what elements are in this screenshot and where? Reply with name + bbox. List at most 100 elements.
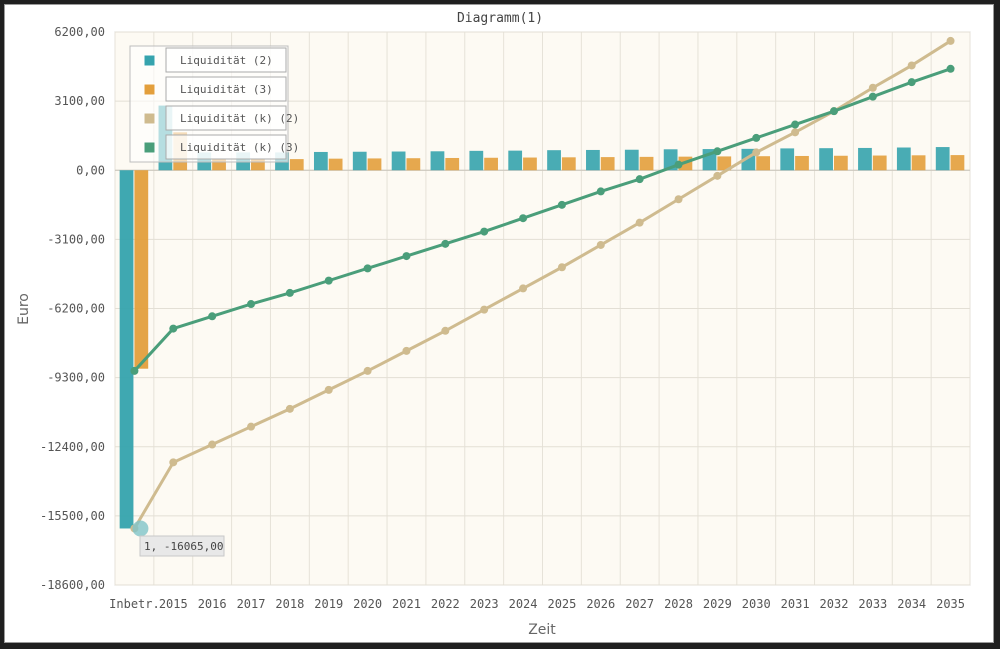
bar-liquidit-t-3-	[406, 158, 421, 171]
point-liquidit-t-k-3-	[247, 300, 256, 309]
x-tick-label: 2028	[664, 597, 693, 611]
point-liquidit-t-k-3-	[829, 107, 838, 116]
bar-liquidit-t-3-	[134, 170, 149, 369]
point-liquidit-t-k-2-	[169, 458, 178, 467]
bar-liquidit-t-3-	[289, 159, 304, 171]
x-tick-label: 2021	[392, 597, 421, 611]
legend-label: Liquidität (3)	[180, 83, 273, 96]
bar-liquidit-t-2-	[586, 149, 600, 171]
legend-entry-box	[165, 134, 287, 160]
x-axis-label: Zeit	[528, 622, 556, 638]
y-tick-label: -18600,00	[40, 578, 105, 592]
tooltip-text: 1, -16065,00	[144, 540, 223, 553]
point-liquidit-t-k-2-	[208, 440, 217, 449]
tooltip-box	[139, 535, 225, 557]
x-tick-label: 2022	[431, 597, 460, 611]
bar-liquidit-t-2-	[547, 150, 561, 171]
x-tick-label: 2023	[470, 597, 499, 611]
bar-liquidit-t-2-	[119, 170, 134, 529]
legend-entry-box	[165, 105, 287, 131]
x-tick-label: 2025	[547, 597, 576, 611]
point-liquidit-t-k-2-	[480, 305, 489, 314]
bar-liquidit-t-3-	[717, 156, 732, 171]
bar-liquidit-t-3-	[445, 157, 460, 171]
x-tick-label: 2034	[897, 597, 926, 611]
bar-liquidit-t-3-	[911, 155, 926, 171]
bar-liquidit-t-3-	[756, 156, 771, 171]
point-liquidit-t-k-2-	[596, 240, 605, 249]
x-tick-label: 2015	[159, 597, 188, 611]
bar-liquidit-t-3-	[484, 157, 498, 171]
bar-liquidit-t-2-	[819, 148, 833, 171]
point-liquidit-t-k-3-	[285, 288, 294, 297]
point-liquidit-t-k-2-	[752, 148, 761, 157]
legend-label: Liquidität (k) (2)	[180, 112, 299, 125]
point-liquidit-t-k-3-	[946, 64, 955, 73]
bar-liquidit-t-3-	[600, 157, 615, 171]
bar-liquidit-t-2-	[508, 150, 523, 171]
point-liquidit-t-k-3-	[907, 78, 916, 87]
highlight-point	[132, 520, 149, 537]
point-liquidit-t-k-2-	[285, 404, 294, 413]
bar-liquidit-t-2-	[430, 151, 445, 171]
point-liquidit-t-k-2-	[791, 128, 800, 137]
bar-liquidit-t-2-	[858, 147, 872, 171]
point-liquidit-t-k-2-	[247, 422, 256, 431]
x-tick-label: 2024	[509, 597, 538, 611]
x-tick-label: 2016	[198, 597, 227, 611]
point-liquidit-t-k-3-	[752, 133, 761, 142]
point-liquidit-t-k-3-	[130, 366, 139, 375]
x-tick-label: 2035	[936, 597, 965, 611]
bar-liquidit-t-3-	[833, 155, 848, 171]
y-tick-label: -12400,00	[40, 440, 105, 454]
line-liquidit-t-k-2-	[133, 39, 952, 530]
x-tick-label: 2019	[314, 597, 343, 611]
chart-title: Diagramm(1)	[457, 11, 543, 26]
legend-entry-box	[165, 47, 287, 73]
legend-swatch	[143, 141, 156, 154]
bar-liquidit-t-2-	[780, 148, 795, 171]
point-liquidit-t-k-3-	[635, 175, 644, 184]
bar-liquidit-t-2-	[352, 151, 367, 171]
point-liquidit-t-k-2-	[441, 326, 450, 335]
point-liquidit-t-k-3-	[480, 227, 489, 236]
x-tick-label: 2017	[237, 597, 266, 611]
bar-liquidit-t-2-	[624, 149, 639, 171]
legend-swatch	[143, 83, 156, 96]
point-liquidit-t-k-3-	[402, 252, 411, 261]
point-liquidit-t-k-2-	[946, 36, 955, 45]
point-liquidit-t-k-2-	[907, 61, 916, 70]
x-tick-label: 2026	[586, 597, 615, 611]
point-liquidit-t-k-2-	[557, 263, 566, 272]
point-liquidit-t-k-2-	[519, 284, 528, 293]
point-liquidit-t-k-3-	[674, 160, 683, 169]
x-tick-label: 2031	[781, 597, 810, 611]
legend-entry-box	[165, 76, 287, 102]
y-tick-label: 0,00	[76, 163, 105, 177]
line-liquidit-t-k-3-	[133, 67, 952, 372]
bar-liquidit-t-3-	[328, 158, 343, 171]
y-tick-label: -6200,00	[47, 302, 105, 316]
point-liquidit-t-k-2-	[713, 171, 722, 180]
x-tick-label: 2029	[703, 597, 732, 611]
bar-liquidit-t-2-	[935, 147, 950, 171]
point-liquidit-t-k-2-	[868, 83, 877, 92]
bar-liquidit-t-2-	[896, 147, 911, 171]
legend-label: Liquidität (k) (3)	[180, 141, 299, 154]
y-axis-label: Euro	[16, 293, 32, 325]
bar-liquidit-t-2-	[391, 151, 406, 171]
legend-swatch	[143, 54, 156, 67]
point-liquidit-t-k-2-	[402, 346, 411, 355]
bar-liquidit-t-2-	[313, 151, 328, 171]
point-liquidit-t-k-3-	[868, 92, 877, 101]
bar-liquidit-t-3-	[212, 159, 226, 171]
legend-swatch	[143, 112, 156, 125]
point-liquidit-t-k-2-	[674, 195, 683, 204]
point-liquidit-t-k-3-	[791, 120, 800, 129]
bar-liquidit-t-2-	[469, 150, 484, 171]
x-tick-label: 2033	[858, 597, 887, 611]
bar-liquidit-t-3-	[561, 157, 576, 171]
y-tick-label: 3100,00	[54, 94, 105, 108]
x-tick-label: 2027	[625, 597, 654, 611]
